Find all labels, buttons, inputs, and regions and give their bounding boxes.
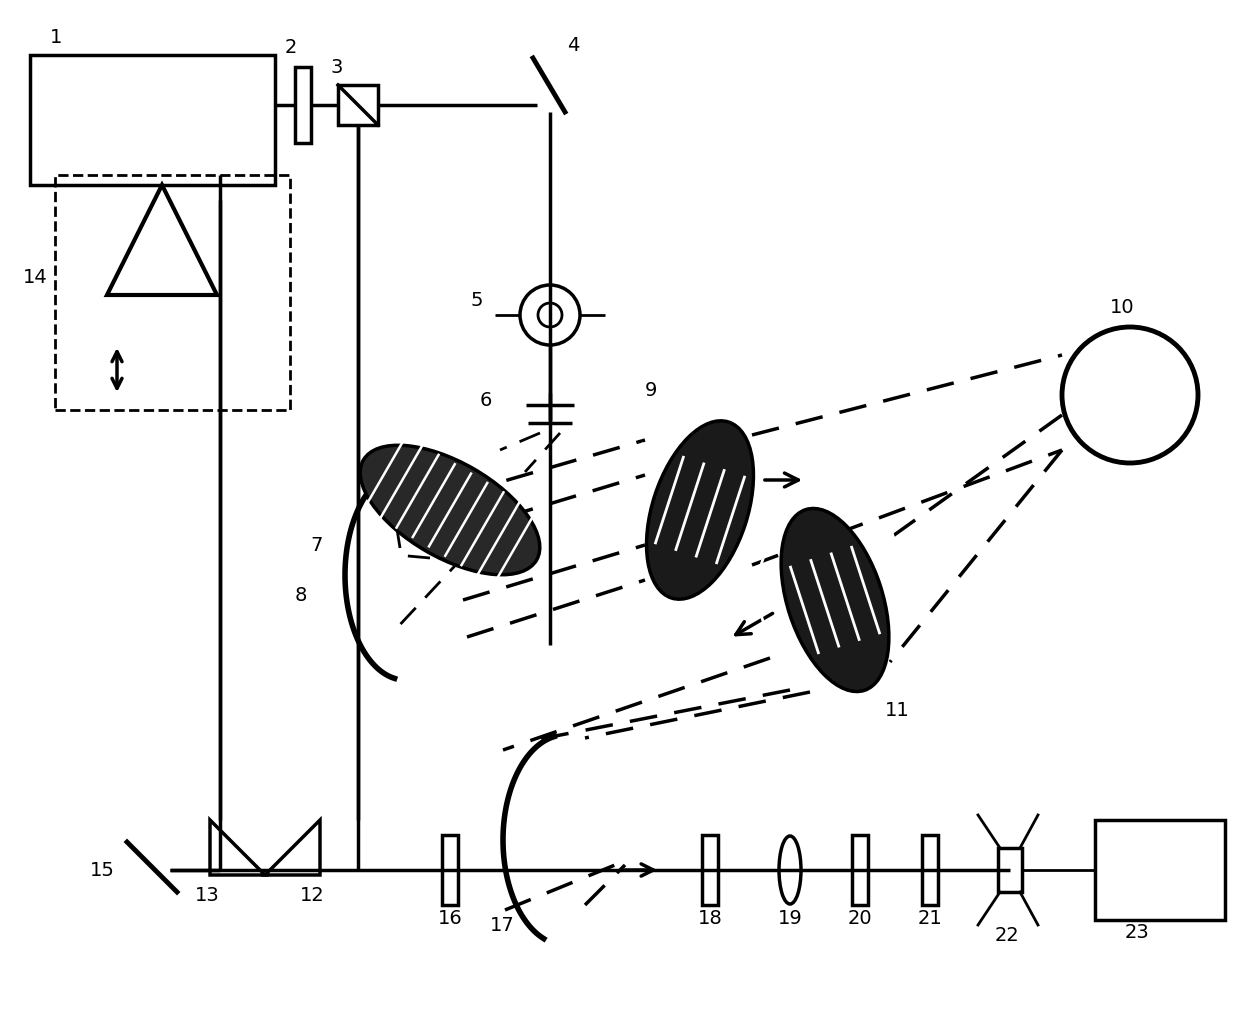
Ellipse shape — [360, 445, 539, 575]
Bar — [852, 835, 868, 906]
Text: 5: 5 — [470, 291, 482, 310]
Text: 8: 8 — [295, 586, 308, 605]
Text: 12: 12 — [300, 886, 325, 906]
Bar — [55, 175, 290, 410]
Text: 23: 23 — [1125, 923, 1149, 942]
Text: 4: 4 — [567, 37, 579, 55]
Text: 9: 9 — [645, 381, 657, 400]
Text: 15: 15 — [91, 861, 115, 880]
Text: 13: 13 — [195, 886, 219, 906]
Text: 7: 7 — [310, 536, 322, 555]
Bar — [295, 67, 311, 143]
Ellipse shape — [646, 421, 754, 599]
Text: 3: 3 — [330, 58, 342, 77]
Text: 18: 18 — [698, 909, 723, 928]
Text: 10: 10 — [1110, 298, 1135, 317]
Bar — [1095, 820, 1225, 920]
Text: 11: 11 — [885, 701, 910, 720]
Text: 21: 21 — [918, 909, 942, 928]
Text: 19: 19 — [777, 909, 802, 928]
Text: 14: 14 — [24, 268, 48, 287]
Text: 20: 20 — [848, 909, 873, 928]
Bar — [441, 835, 458, 906]
Ellipse shape — [781, 508, 889, 692]
Text: 17: 17 — [490, 916, 515, 935]
Text: 2: 2 — [285, 38, 298, 57]
Bar — [998, 848, 1022, 892]
Text: 6: 6 — [480, 391, 492, 410]
Bar — [339, 85, 378, 125]
Text: 1: 1 — [50, 28, 62, 47]
Text: 16: 16 — [438, 909, 463, 928]
Bar — [30, 55, 275, 185]
Bar — [702, 835, 718, 906]
Text: 22: 22 — [994, 926, 1019, 945]
Bar — [923, 835, 937, 906]
